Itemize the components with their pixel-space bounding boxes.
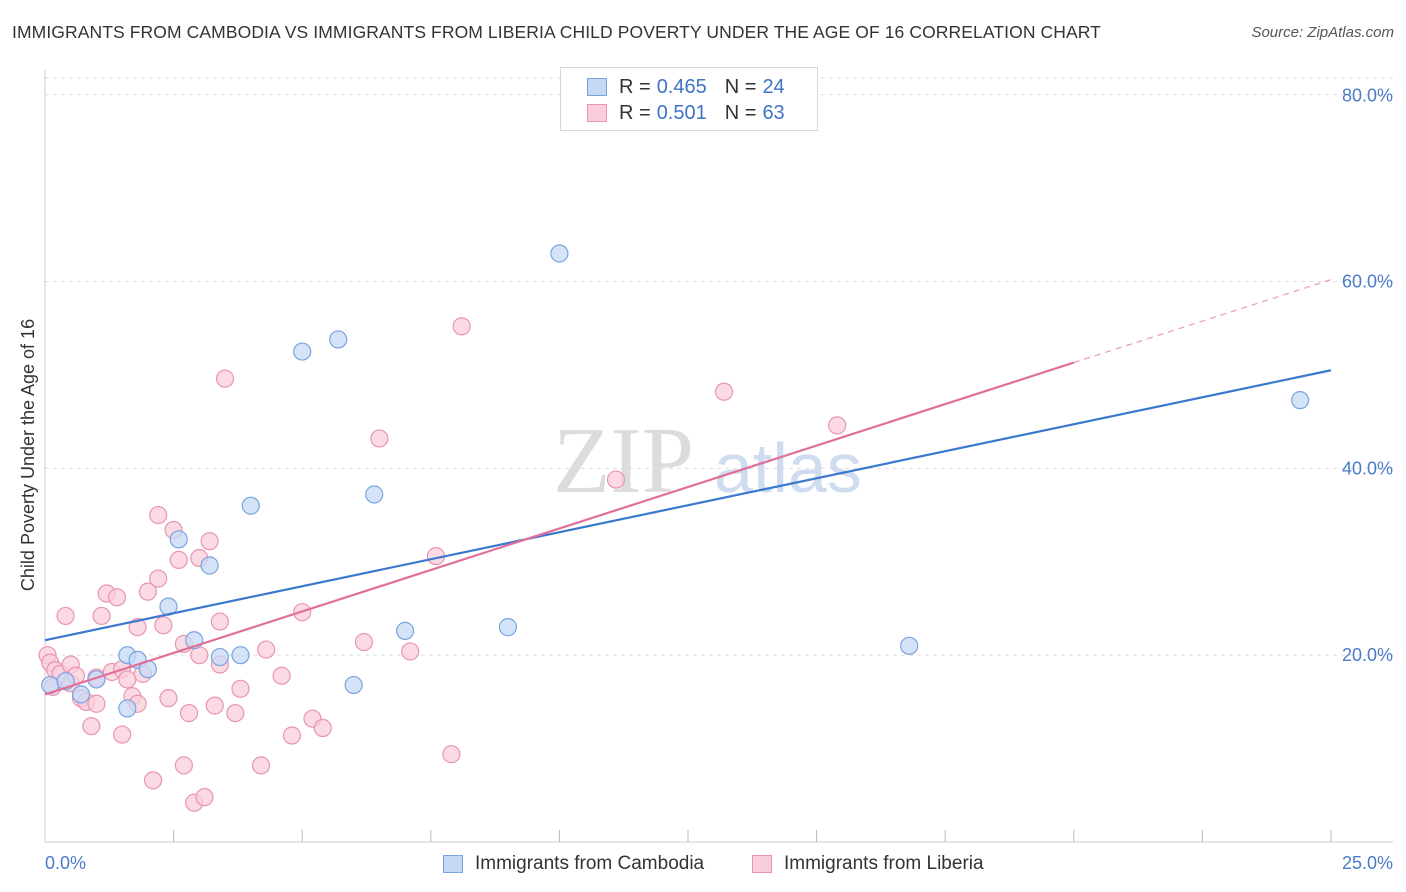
liberia-points	[38, 317, 847, 812]
cambodia-point	[344, 675, 363, 695]
liberia-point	[159, 689, 178, 708]
x-tick-label-max: 25.0%	[1342, 853, 1393, 873]
bottom-liberia-swatch	[752, 855, 772, 873]
grid-lines	[45, 77, 1393, 656]
y-tick-label: 60.0%	[1342, 272, 1393, 292]
y-axis-label: Child Poverty Under the Age of 16	[18, 319, 38, 591]
liberia-point	[143, 771, 163, 790]
cambodia-point	[900, 636, 919, 655]
liberia-point	[272, 666, 291, 685]
cambodia-r-label: R =	[619, 75, 651, 98]
liberia-r-value: 0.501	[656, 101, 707, 124]
liberia-point	[442, 745, 461, 764]
stats-legend: R = 0.465 N = 24 R = 0.501 N = 63	[560, 67, 818, 131]
liberia-point	[370, 429, 389, 448]
liberia-point	[179, 703, 199, 723]
liberia-point	[251, 756, 271, 775]
cambodia-point	[1291, 391, 1310, 410]
liberia-trend-line	[44, 361, 1075, 696]
cambodia-n-label: N =	[724, 75, 757, 98]
liberia-point	[200, 532, 219, 551]
liberia-trend-extension	[1073, 279, 1332, 364]
liberia-point	[154, 616, 173, 635]
liberia-point	[226, 703, 245, 723]
liberia-point	[174, 756, 193, 775]
watermark-zip: ZIP	[553, 409, 694, 513]
liberia-point	[149, 505, 168, 525]
cambodia-point	[71, 685, 91, 704]
cambodia-point	[200, 556, 219, 575]
liberia-point	[606, 470, 626, 489]
liberia-point	[714, 382, 734, 401]
cambodia-point	[550, 244, 569, 263]
cambodia-point	[231, 646, 250, 665]
liberia-n-label: N =	[724, 101, 757, 124]
cambodia-trend-line	[44, 369, 1332, 642]
liberia-point	[138, 582, 157, 601]
liberia-point	[92, 606, 111, 626]
liberia-point	[215, 369, 235, 388]
liberia-point	[113, 725, 132, 744]
liberia-point	[313, 718, 332, 738]
liberia-r-label: R =	[619, 101, 651, 124]
cambodia-r-value: 0.465	[656, 75, 707, 98]
liberia-point	[149, 569, 168, 588]
liberia-point	[169, 550, 188, 569]
cambodia-point	[241, 496, 260, 515]
y-tick-label: 80.0%	[1342, 86, 1393, 106]
cambodia-point	[395, 621, 415, 640]
bottom-cambodia-swatch	[443, 855, 463, 873]
liberia-point	[401, 642, 420, 661]
liberia-point	[210, 612, 229, 631]
axes	[44, 70, 1393, 843]
x-tick-label-min: 0.0%	[45, 853, 86, 873]
cambodia-point	[210, 647, 229, 667]
legend-row-cambodia: R = 0.465 N = 24	[587, 75, 785, 99]
source-label: Source: ZipAtlas.com	[1251, 24, 1394, 41]
liberia-point	[231, 679, 250, 698]
liberia-point	[118, 670, 137, 689]
bottom-legend-liberia: Immigrants from Liberia	[752, 852, 984, 876]
liberia-point	[205, 696, 224, 715]
liberia-swatch	[587, 104, 607, 122]
liberia-point	[452, 317, 471, 336]
cambodia-point	[293, 342, 312, 361]
cambodia-point	[169, 530, 188, 549]
cambodia-point	[329, 330, 348, 349]
cambodia-point	[365, 485, 384, 504]
y-tick-label: 20.0%	[1342, 645, 1393, 665]
liberia-point	[354, 632, 374, 652]
bottom-legend-cambodia: Immigrants from Cambodia	[443, 852, 704, 876]
trend-lines	[44, 279, 1332, 696]
cambodia-swatch	[587, 78, 607, 96]
cambodia-point	[118, 699, 137, 718]
cambodia-n-value: 24	[762, 75, 785, 98]
watermark: ZIP atlas	[553, 409, 862, 513]
bottom-cambodia-label: Immigrants from Cambodia	[475, 853, 705, 874]
liberia-point	[87, 694, 106, 713]
liberia-point	[107, 588, 127, 607]
legend-row-liberia: R = 0.501 N = 63	[587, 101, 785, 125]
cambodia-point	[498, 618, 518, 637]
liberia-point	[257, 640, 276, 659]
bottom-liberia-label: Immigrants from Liberia	[784, 853, 984, 874]
chart-title: IMMIGRANTS FROM CAMBODIA VS IMMIGRANTS F…	[12, 22, 1101, 42]
tick-labels: 20.0% 40.0% 60.0% 80.0% 0.0% 25.0%	[45, 86, 1393, 873]
y-tick-label: 40.0%	[1342, 458, 1393, 478]
liberia-point	[82, 717, 101, 736]
liberia-point	[828, 416, 847, 435]
liberia-n-value: 63	[762, 101, 785, 124]
liberia-point	[195, 788, 214, 807]
liberia-point	[128, 618, 147, 637]
cambodia-points	[41, 244, 1310, 718]
liberia-point	[56, 606, 75, 626]
liberia-point	[282, 726, 302, 745]
